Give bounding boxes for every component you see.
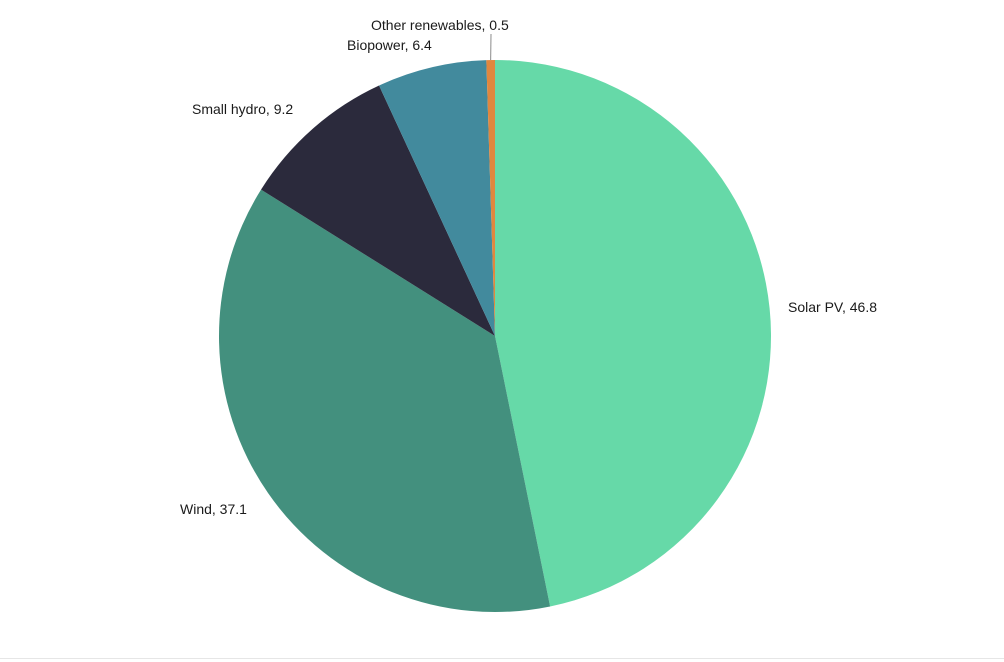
slice-label-other-renewables: Other renewables, 0.5 xyxy=(371,17,509,33)
slice-label-solar-pv: Solar PV, 46.8 xyxy=(788,299,877,315)
slice-labels: Solar PV, 46.8 Wind, 37.1 Small hydro, 9.2… xyxy=(180,17,877,517)
pie-slice-solar-pv xyxy=(495,60,771,607)
pie-slices xyxy=(218,60,771,612)
pie-slice-wind xyxy=(218,189,551,612)
pie-slice-small-hydro xyxy=(261,85,495,336)
pie-slice-other-renewables xyxy=(486,60,495,336)
slice-label-biopower: Biopower, 6.4 xyxy=(347,37,432,53)
pie-slice-biopower xyxy=(379,60,495,336)
slice-label-wind: Wind, 37.1 xyxy=(180,501,247,517)
bottom-divider xyxy=(0,658,1004,659)
slice-label-small-hydro: Small hydro, 9.2 xyxy=(192,101,293,117)
